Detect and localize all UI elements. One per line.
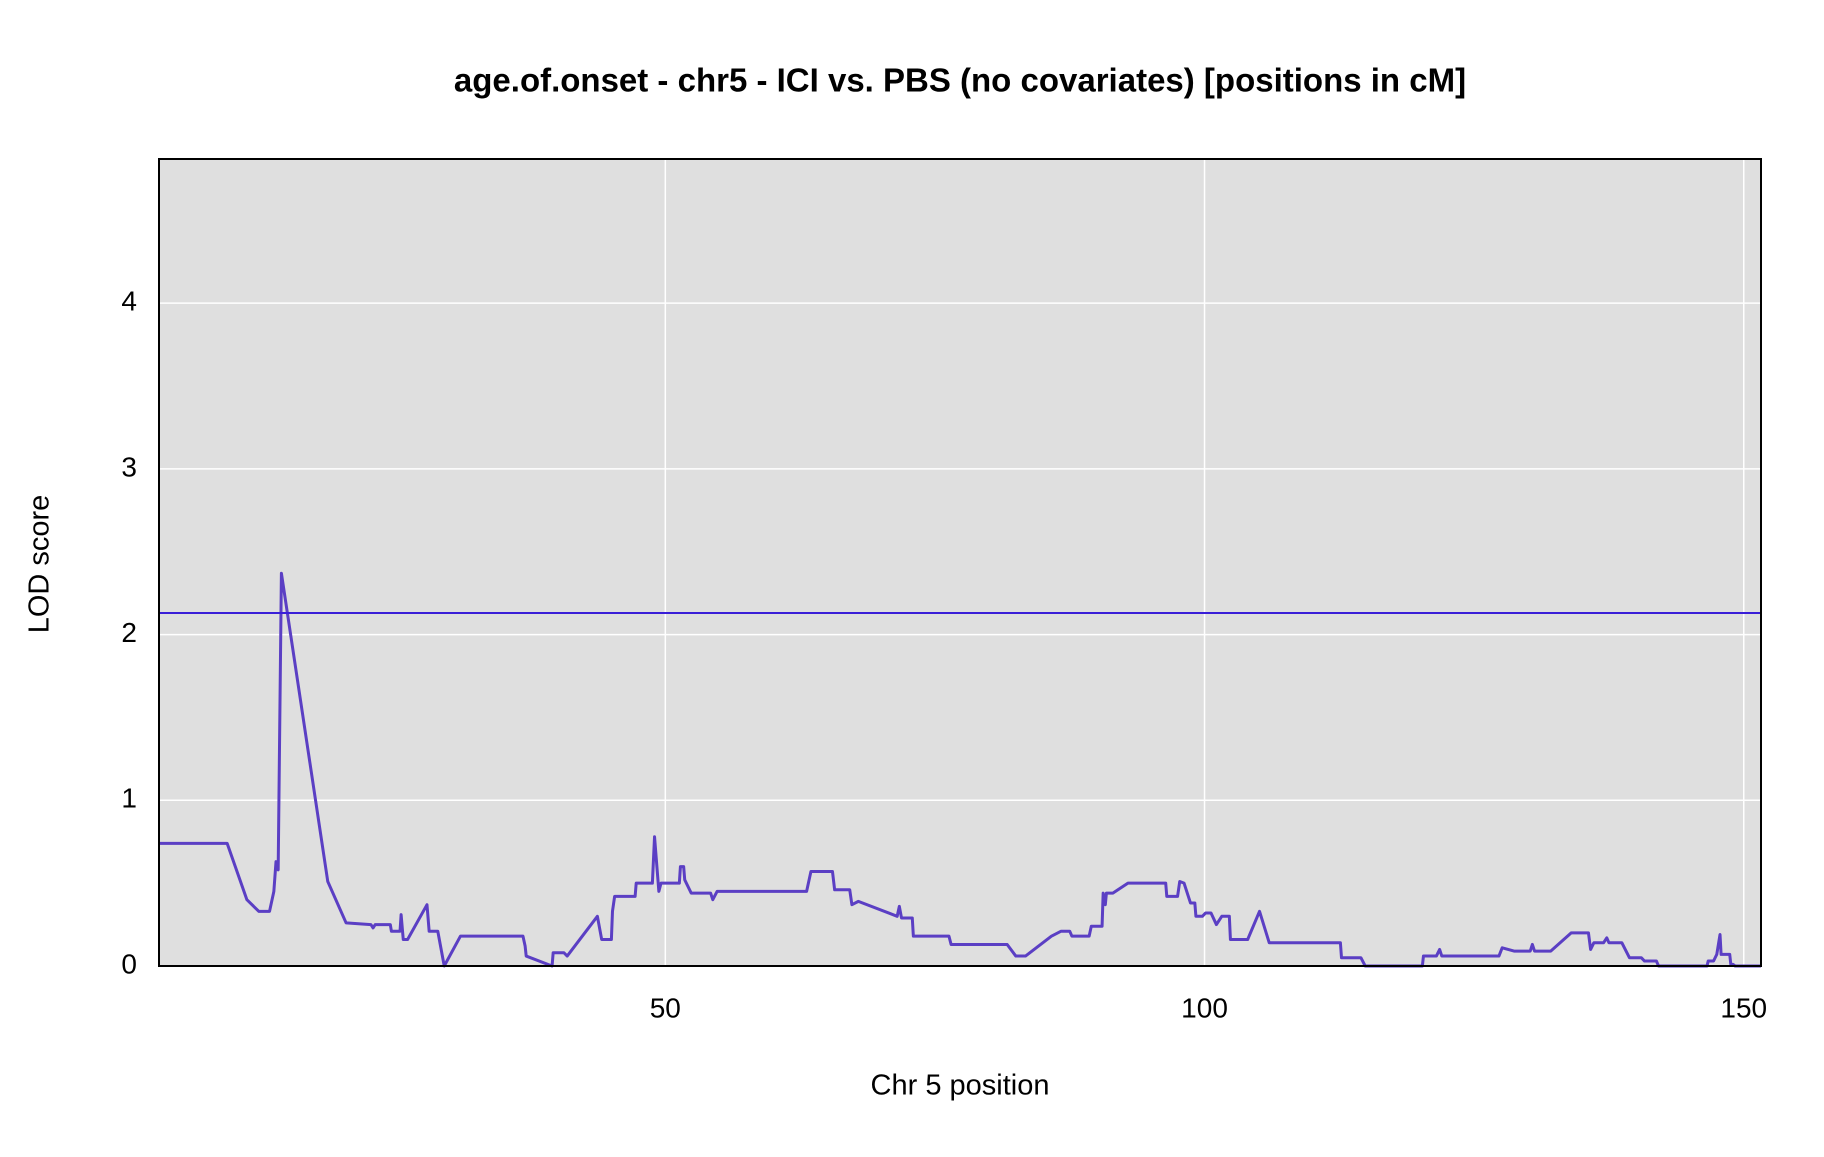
x-tick-label: 50 <box>650 992 681 1023</box>
y-axis-label: LOD score <box>24 495 56 634</box>
y-tick-label: 2 <box>121 617 137 648</box>
x-tick-label: 100 <box>1181 992 1228 1023</box>
plot-frame <box>158 158 1762 967</box>
y-tick-label: 3 <box>121 451 137 482</box>
chart-title: age.of.onset - chr5 - ICI vs. PBS (no co… <box>454 62 1466 99</box>
y-tick-label: 0 <box>121 948 137 979</box>
y-tick-label: 1 <box>121 783 137 814</box>
x-tick-label: 150 <box>1720 992 1767 1023</box>
lod-curve <box>159 571 1761 968</box>
y-tick-label: 4 <box>121 286 137 317</box>
plot-area <box>159 159 1761 966</box>
x-axis-label: Chr 5 position <box>871 1070 1050 1102</box>
